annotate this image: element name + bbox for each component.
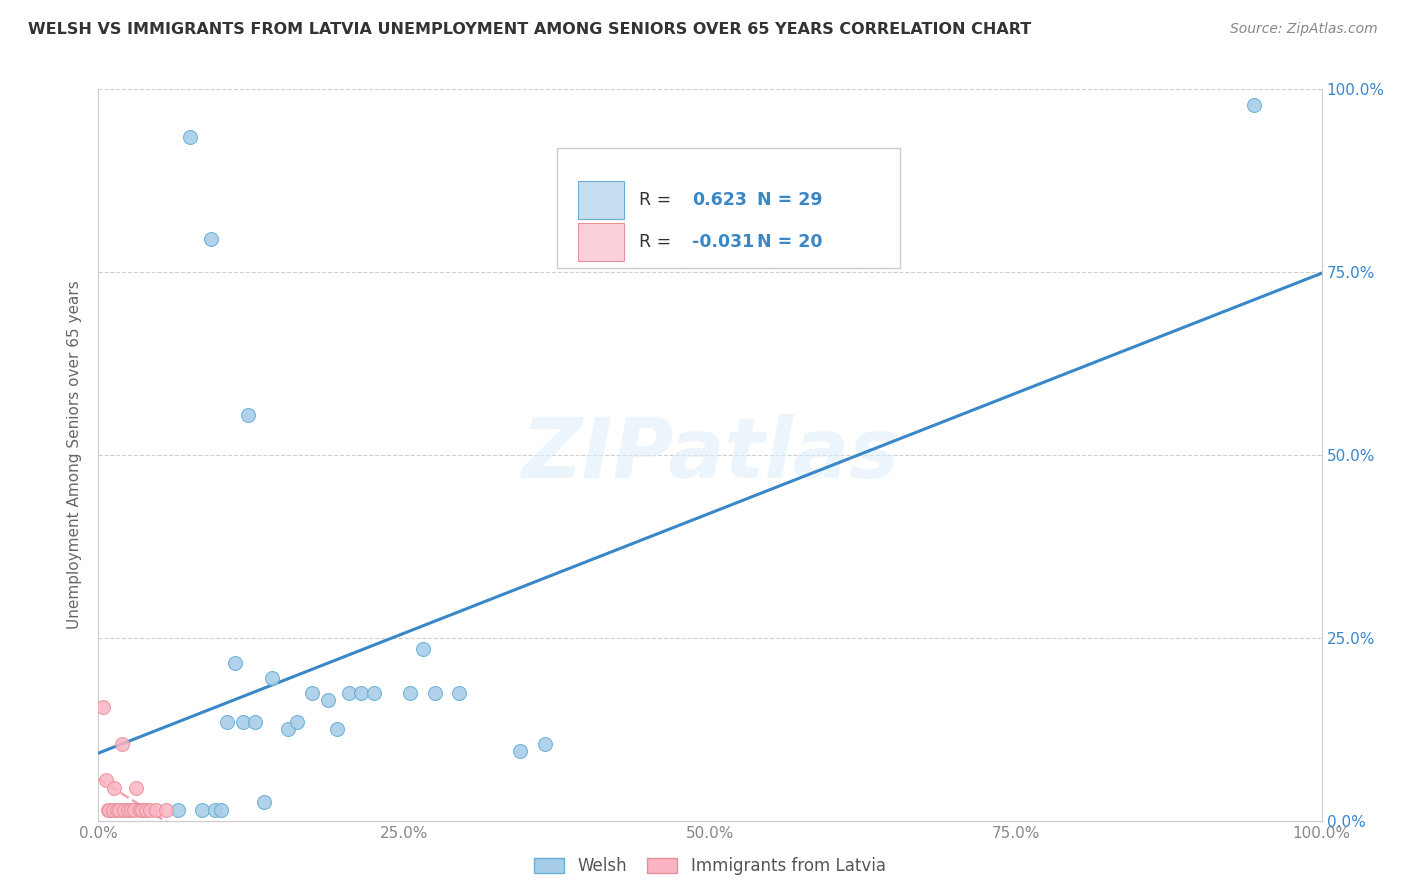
Point bbox=[97, 803, 120, 817]
Point bbox=[423, 686, 446, 700]
Point bbox=[318, 693, 340, 707]
Text: 0.623: 0.623 bbox=[692, 191, 747, 209]
Text: WELSH VS IMMIGRANTS FROM LATVIA UNEMPLOYMENT AMONG SENIORS OVER 65 YEARS CORRELA: WELSH VS IMMIGRANTS FROM LATVIA UNEMPLOY… bbox=[28, 22, 1032, 37]
Point bbox=[200, 232, 222, 246]
Text: R =: R = bbox=[640, 191, 676, 209]
Point bbox=[209, 803, 232, 817]
FancyBboxPatch shape bbox=[578, 223, 624, 261]
Point bbox=[337, 686, 360, 700]
Point bbox=[103, 780, 125, 795]
Point bbox=[191, 803, 214, 817]
Point bbox=[1243, 98, 1265, 112]
Point bbox=[449, 686, 471, 700]
Point bbox=[363, 686, 385, 700]
Point bbox=[350, 686, 373, 700]
Point bbox=[277, 723, 299, 737]
Point bbox=[326, 723, 349, 737]
Point bbox=[112, 803, 135, 817]
Legend: Welsh, Immigrants from Latvia: Welsh, Immigrants from Latvia bbox=[527, 850, 893, 882]
Point bbox=[534, 737, 557, 751]
Point bbox=[399, 686, 422, 700]
Point bbox=[204, 803, 226, 817]
Point bbox=[131, 803, 153, 817]
Point bbox=[243, 714, 266, 729]
FancyBboxPatch shape bbox=[557, 148, 900, 268]
Point bbox=[110, 803, 132, 817]
Point bbox=[509, 744, 531, 758]
FancyBboxPatch shape bbox=[578, 181, 624, 219]
Point bbox=[91, 700, 114, 714]
Point bbox=[167, 803, 190, 817]
Point bbox=[232, 714, 254, 729]
Text: R =: R = bbox=[640, 233, 676, 251]
Point bbox=[139, 803, 162, 817]
Text: ZIPatlas: ZIPatlas bbox=[522, 415, 898, 495]
Point bbox=[135, 803, 157, 817]
Point bbox=[129, 803, 152, 817]
Text: Source: ZipAtlas.com: Source: ZipAtlas.com bbox=[1230, 22, 1378, 37]
Point bbox=[155, 803, 177, 817]
Text: -0.031: -0.031 bbox=[692, 233, 754, 251]
Y-axis label: Unemployment Among Seniors over 65 years: Unemployment Among Seniors over 65 years bbox=[67, 281, 83, 629]
Point bbox=[412, 641, 434, 656]
Point bbox=[252, 796, 274, 810]
Point bbox=[98, 803, 121, 817]
Point bbox=[145, 803, 167, 817]
Point bbox=[215, 714, 238, 729]
Point bbox=[122, 803, 145, 817]
Point bbox=[262, 671, 284, 685]
Point bbox=[94, 773, 117, 788]
Point bbox=[101, 803, 124, 817]
Point bbox=[224, 657, 246, 671]
Point bbox=[236, 408, 259, 422]
Text: N = 20: N = 20 bbox=[756, 233, 823, 251]
Point bbox=[120, 803, 142, 817]
Text: N = 29: N = 29 bbox=[756, 191, 823, 209]
Point bbox=[111, 737, 134, 751]
Point bbox=[285, 714, 308, 729]
Point bbox=[105, 803, 128, 817]
Point bbox=[301, 686, 323, 700]
Point bbox=[125, 780, 148, 795]
Point bbox=[179, 129, 201, 144]
Point bbox=[117, 803, 139, 817]
Point bbox=[108, 803, 131, 817]
